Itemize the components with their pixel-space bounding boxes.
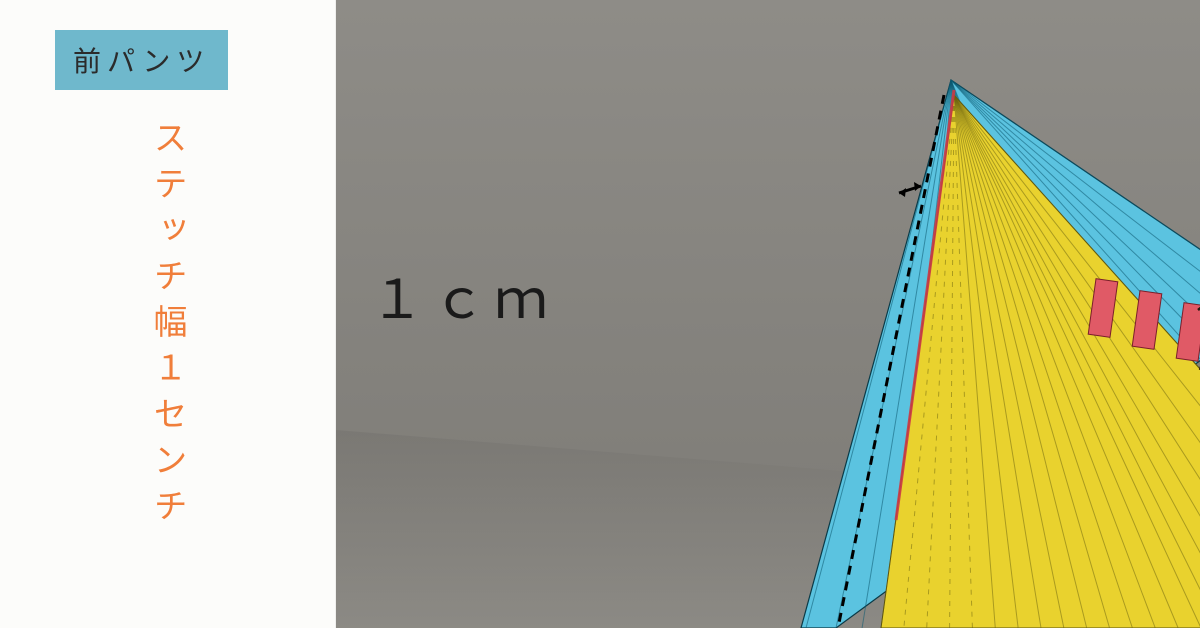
- vertical-caption: ステッチ幅１センチ: [150, 120, 184, 534]
- measurement-label: １ｃｍ: [370, 255, 556, 334]
- panel-tag: 前パンツ: [55, 30, 228, 90]
